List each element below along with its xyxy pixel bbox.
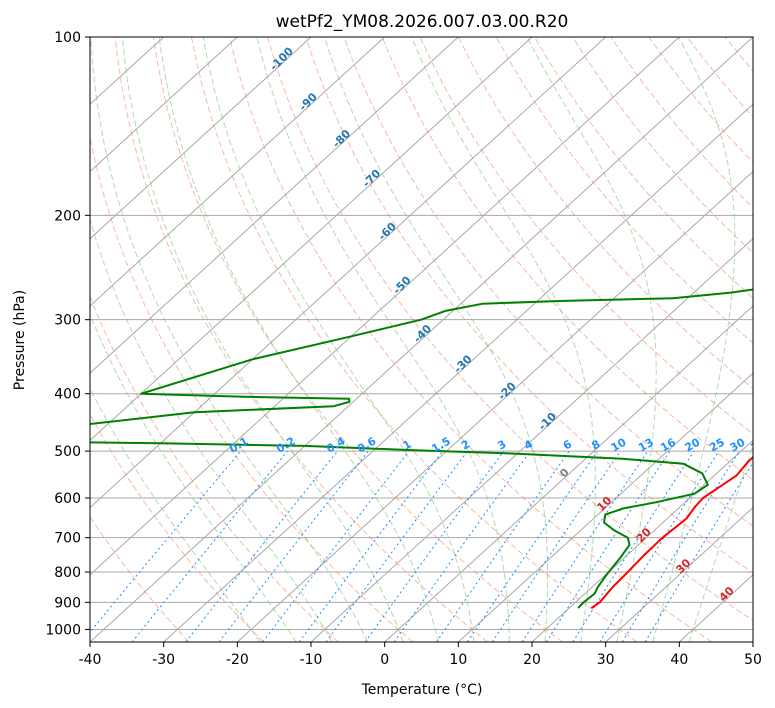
y-axis-label: Pressure (hPa) [12, 290, 28, 390]
dry-adiabat-line [190, 37, 638, 642]
dry-adiabat-line [114, 37, 488, 642]
y-tick-label: 100 [54, 30, 81, 46]
dry-adiabat-line [90, 515, 190, 642]
y-tick-label: 400 [54, 387, 81, 403]
isotherm-line [90, 37, 680, 576]
moist-adiabat-line [90, 37, 369, 642]
isotherm-line [531, 439, 753, 642]
x-axis-label: Temperature (°C) [361, 682, 483, 698]
isotherm-line [90, 37, 386, 307]
dry-adiabat-line [267, 37, 753, 622]
dry-adiabat-line [457, 37, 753, 389]
plot-frame [89, 36, 754, 643]
isotherm-line [90, 37, 607, 509]
isotherm-line [90, 37, 753, 642]
moist-adiabat-line [202, 37, 475, 642]
dry-adiabat-line [90, 295, 339, 642]
mixing-ratio-line [599, 450, 720, 642]
x-tick-label: 20 [523, 652, 541, 668]
y-tick-label: 800 [54, 565, 81, 581]
moist-adiabat-line [90, 313, 297, 642]
mixing-ratio-line [364, 450, 505, 642]
moist-adiabat-line [158, 37, 439, 642]
isotherm-line [90, 37, 238, 173]
dewpoint-line [90, 288, 753, 609]
mixing-ratio-label: 36 [748, 435, 768, 454]
dry-adiabat-line [343, 37, 753, 527]
y-tick-label: 1000 [45, 622, 81, 638]
mixing-ratio-line [393, 450, 531, 642]
mixing-ratio-line [325, 450, 468, 642]
isotherm-line [90, 37, 533, 442]
moist-adiabat-line [90, 217, 333, 642]
x-tick-label: 10 [449, 652, 467, 668]
mixing-ratio-line [262, 450, 410, 642]
isotherm-line [605, 506, 753, 642]
mixing-ratio-line [90, 450, 242, 633]
x-tick-label: -10 [300, 652, 323, 668]
isotherm-line [384, 305, 753, 642]
y-tick-label: 200 [54, 208, 81, 224]
x-tick-label: 30 [597, 652, 615, 668]
moist-adiabat-line [256, 37, 510, 642]
isotherm-line [310, 237, 753, 642]
isotherm-line [163, 103, 753, 642]
mixing-ratio-line [545, 450, 671, 642]
mixing-ratio-line [521, 450, 649, 642]
moist-adiabat-line [688, 443, 753, 642]
x-tick-label: -40 [79, 652, 102, 668]
moist-adiabat-line [526, 37, 657, 642]
dry-adiabat-line [152, 37, 563, 642]
moist-adiabat-line [652, 37, 736, 642]
mixing-ratio-line [131, 450, 288, 642]
y-tick-label: 900 [54, 595, 81, 611]
y-tick-label: 500 [54, 444, 81, 460]
y-tick-label: 700 [54, 531, 81, 547]
dry-adiabat-line [90, 135, 414, 642]
mixing-ratio-line [644, 461, 753, 642]
x-tick-label: -30 [152, 652, 175, 668]
chart-title: wetPf2_YM08.2026.007.03.00.R20 [276, 12, 569, 32]
dry-adiabat-line [229, 37, 712, 642]
x-tick-label: -20 [226, 652, 249, 668]
x-tick-label: 50 [744, 652, 762, 668]
y-tick-label: 600 [54, 491, 81, 507]
isotherm-line [236, 170, 753, 642]
dry-adiabat-line [305, 37, 753, 574]
y-tick-label: 300 [54, 313, 81, 329]
x-tick-label: 40 [670, 652, 688, 668]
x-tick-label: 0 [380, 652, 389, 668]
isotherm-line [90, 37, 312, 240]
temperature-line [590, 455, 753, 609]
dry-adiabat-line [495, 37, 753, 344]
moist-adiabat-line [324, 37, 548, 642]
isotherm-line [457, 372, 753, 642]
mixing-ratio-line [621, 450, 740, 642]
dry-adiabat-line [90, 412, 264, 642]
moist-adiabat-line [90, 387, 261, 642]
moist-adiabat-line [121, 37, 404, 642]
isotherm-line [90, 37, 459, 374]
